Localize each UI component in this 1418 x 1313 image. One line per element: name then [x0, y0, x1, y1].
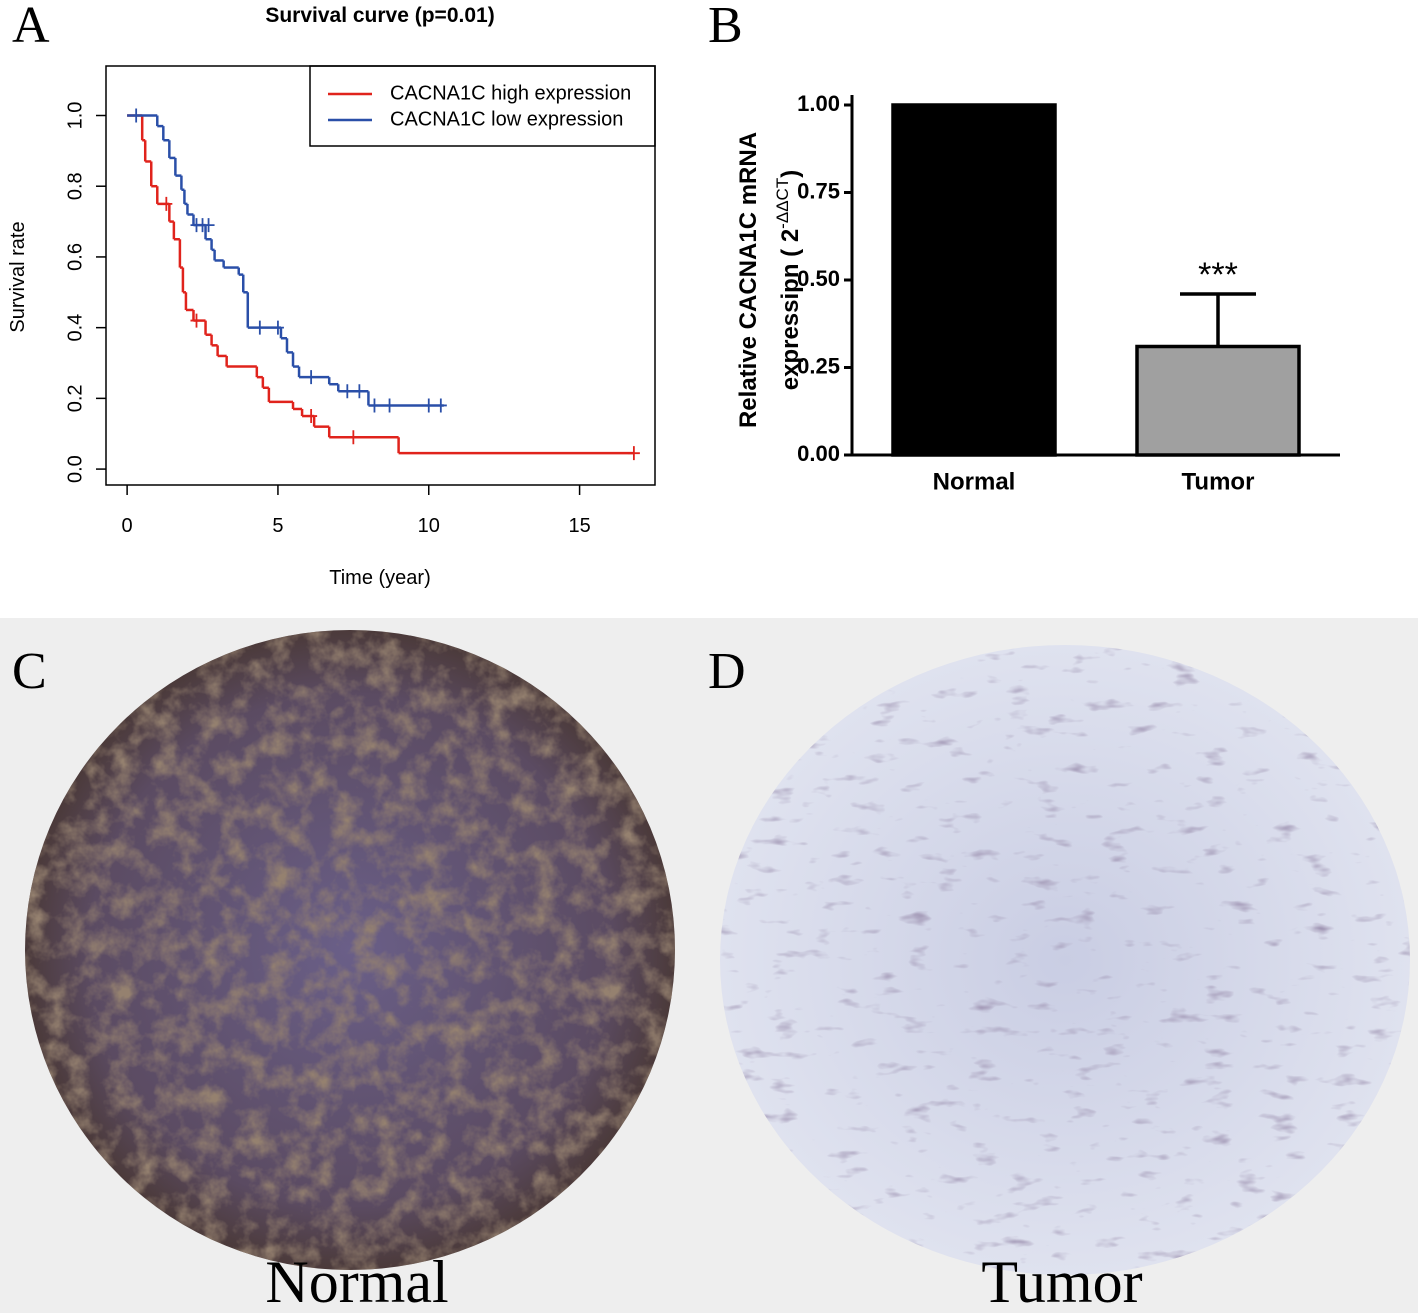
censor-mark — [271, 320, 284, 335]
bar — [891, 103, 1057, 457]
y-tick-label: 0.4 — [64, 314, 86, 342]
legend-label: CACNA1C high expression — [390, 82, 631, 104]
legend-label: CACNA1C low expression — [390, 108, 623, 130]
panel-label: C — [12, 643, 47, 700]
x-tick-label: 0 — [122, 515, 133, 537]
chart-title: Survival curve (p=0.01) — [265, 4, 494, 27]
x-tick-label: Tumor — [1182, 468, 1255, 495]
panel-label: A — [12, 0, 50, 54]
y-tick-label: 0.25 — [797, 353, 840, 378]
censor-mark — [422, 398, 435, 413]
x-tick-label: 15 — [568, 515, 590, 537]
censor-mark — [383, 398, 396, 413]
significance-label: *** — [1198, 256, 1238, 294]
bar — [1135, 344, 1301, 457]
y-tick-label: 0.00 — [797, 441, 840, 466]
censor-mark — [353, 384, 366, 399]
legend-box — [309, 65, 656, 147]
series — [127, 108, 447, 413]
x-tick-label: 10 — [418, 515, 440, 537]
y-tick-label: 0.75 — [797, 178, 840, 203]
error-bar — [1180, 292, 1256, 347]
tissue-tumor — [720, 645, 1410, 1275]
censor-mark — [341, 384, 354, 399]
y-label-text: expressipn ( 2 — [777, 229, 804, 390]
x-axis-label: Time (year) — [329, 567, 430, 589]
panel-label: B — [708, 0, 743, 54]
tissue-normal — [25, 630, 675, 1270]
y-label-superscript: -ΔΔCT — [773, 178, 792, 229]
censor-mark — [190, 313, 203, 328]
y-tick-label: 1.00 — [797, 91, 840, 116]
y-axis-label: Survival rate — [7, 221, 29, 332]
censor-mark — [627, 446, 640, 461]
x-tick-label: Normal — [933, 468, 1016, 495]
y-tick-label: 0.50 — [797, 266, 840, 291]
censor-mark — [130, 108, 143, 123]
y-tick-label: 0.6 — [64, 243, 86, 271]
y-label-text: ) — [777, 170, 804, 178]
censor-mark — [202, 218, 215, 233]
y-tick-label: 1.0 — [64, 102, 86, 130]
censor-mark — [160, 196, 173, 211]
censor-mark — [368, 398, 381, 413]
censor-mark — [347, 430, 360, 445]
y-tick-label: 0.8 — [64, 172, 86, 200]
x-tick-label: 5 — [272, 515, 283, 537]
censor-mark — [305, 409, 318, 424]
series — [127, 114, 640, 461]
y-axis-label: expressipn ( 2-ΔΔCT) — [773, 170, 804, 390]
censor-mark — [434, 398, 447, 413]
censor-mark — [253, 320, 266, 335]
panel-label: D — [708, 643, 746, 700]
image-caption: Tumor — [981, 1249, 1142, 1313]
y-axis-label: Relative CACNA1C mRNA — [735, 132, 762, 428]
y-tick-label: 0.0 — [64, 455, 86, 483]
censor-mark — [305, 370, 318, 385]
image-caption: Normal — [265, 1249, 448, 1313]
y-tick-label: 0.2 — [64, 384, 86, 412]
